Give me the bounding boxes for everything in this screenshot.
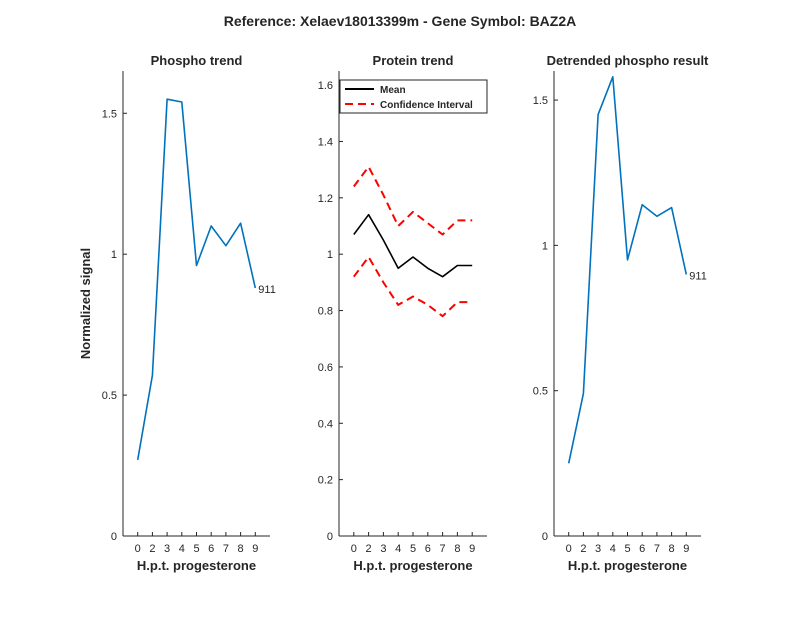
x-tick-label: 7 [440, 543, 446, 555]
x-tick-label: 4 [610, 543, 616, 555]
x-tick-label: 8 [238, 543, 244, 555]
y-tick-label: 0.5 [102, 390, 117, 402]
series-line [353, 256, 473, 318]
x-tick-label: 3 [380, 543, 386, 555]
x-tick-label: 6 [425, 543, 431, 555]
panel-title: Protein trend [373, 53, 454, 68]
x-tick-label: 4 [179, 543, 185, 555]
y-tick-label: 1 [542, 240, 548, 252]
x-tick-label: 7 [654, 543, 660, 555]
x-tick-label: 0 [135, 543, 141, 555]
x-tick-label: 9 [469, 543, 475, 555]
y-tick-label: 0.4 [318, 418, 333, 430]
y-tick-label: 1.4 [318, 136, 333, 148]
y-tick-label: 0.8 [318, 306, 333, 318]
legend-label: Mean [380, 85, 406, 96]
panel-title: Detrended phospho result [547, 53, 709, 68]
y-tick-label: 0 [111, 531, 117, 543]
panel-title: Phospho trend [151, 53, 243, 68]
x-axis-label: H.p.t. progesterone [353, 558, 472, 573]
legend-label: Confidence Interval [380, 100, 473, 111]
legend-box [339, 79, 488, 114]
y-tick-label: 1 [327, 249, 333, 261]
x-tick-label: 9 [683, 543, 689, 555]
x-tick-label: 6 [208, 543, 214, 555]
y-tick-label: 0.6 [318, 362, 333, 374]
x-tick-label: 5 [193, 543, 199, 555]
x-tick-label: 5 [410, 543, 416, 555]
series-line [136, 98, 257, 461]
x-axis-label: H.p.t. progesterone [568, 558, 687, 573]
y-axis-label: Normalized signal [78, 248, 93, 359]
x-tick-label: 7 [223, 543, 229, 555]
x-tick-label: 8 [454, 543, 460, 555]
x-tick-label: 8 [669, 543, 675, 555]
x-tick-label: 3 [164, 543, 170, 555]
y-tick-label: 1.5 [533, 95, 548, 107]
y-tick-label: 1.6 [318, 80, 333, 92]
x-tick-label: 0 [351, 543, 357, 555]
x-tick-label: 6 [639, 543, 645, 555]
series-line [353, 213, 473, 278]
y-tick-label: 0.2 [318, 475, 333, 487]
x-tick-label: 5 [624, 543, 630, 555]
x-tick-label: 3 [595, 543, 601, 555]
series-end-label: 911 [689, 270, 707, 282]
x-tick-label: 9 [252, 543, 258, 555]
legend: Mean Confidence Interval [339, 79, 488, 114]
x-tick-label: 2 [366, 543, 372, 555]
x-tick-label: 0 [566, 543, 572, 555]
y-tick-label: 0 [542, 531, 548, 543]
figure-title: Reference: Xelaev18013399m - Gene Symbol… [224, 13, 577, 29]
series-line [567, 76, 688, 464]
x-tick-label: 2 [580, 543, 586, 555]
y-tick-label: 0.5 [533, 386, 548, 398]
y-tick-label: 1 [111, 249, 117, 261]
y-tick-label: 1.2 [318, 193, 333, 205]
y-tick-label: 0 [327, 531, 333, 543]
x-tick-label: 4 [395, 543, 401, 555]
x-tick-label: 2 [149, 543, 155, 555]
panel-2: 00.20.40.60.811.21.41.60 2 3 4 5 6 7 8 9Protein … [318, 53, 488, 573]
series-line [353, 165, 473, 236]
series-end-label: 911 [258, 284, 276, 296]
y-tick-label: 1.5 [102, 108, 117, 120]
x-axis-label: H.p.t. progesterone [137, 558, 256, 573]
